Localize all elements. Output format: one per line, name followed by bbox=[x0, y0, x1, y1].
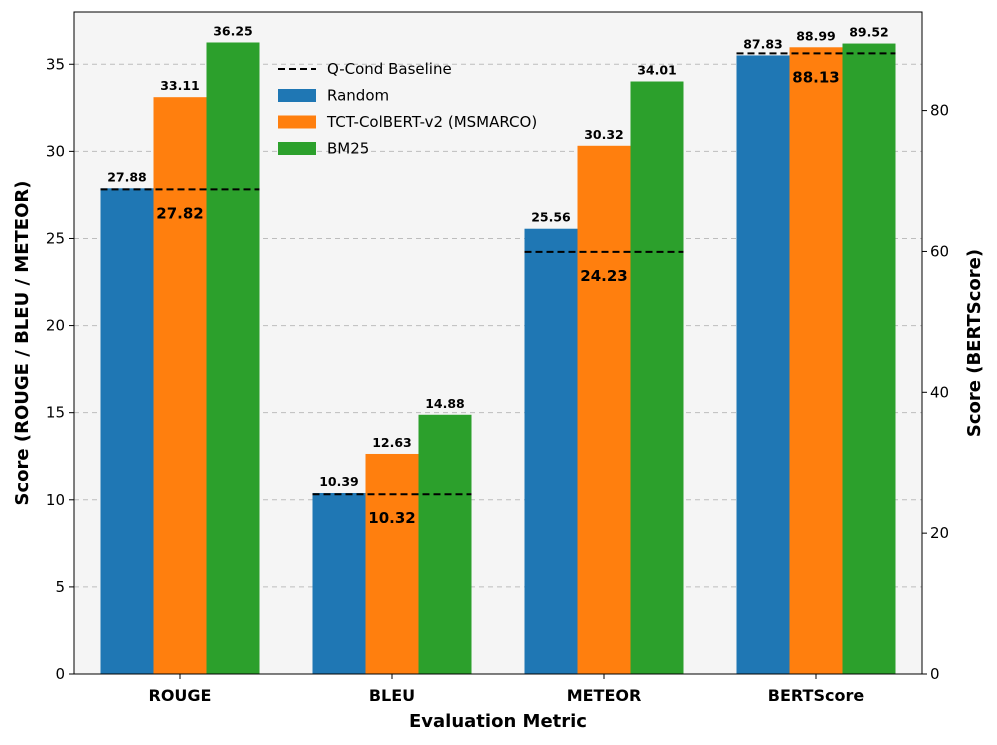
bar bbox=[524, 228, 578, 674]
right-y-axis-title: Score (BERTScore) bbox=[964, 249, 985, 437]
bars bbox=[100, 42, 896, 675]
bar-value-label: 27.88 bbox=[107, 169, 147, 184]
right-y-tick-label: 20 bbox=[930, 524, 949, 542]
bar-value-label: 36.25 bbox=[213, 23, 253, 38]
legend-swatch bbox=[278, 115, 316, 129]
plot-frame bbox=[73, 11, 923, 675]
bar-value-label: 34.01 bbox=[637, 63, 677, 78]
left-y-axis: 0 5 10 15 20 25 30 35 bbox=[46, 55, 74, 683]
baseline-lines bbox=[100, 52, 896, 496]
left-y-tick-label: 10 bbox=[46, 491, 65, 509]
bar bbox=[418, 414, 472, 674]
bar-value-label: 25.56 bbox=[531, 210, 571, 225]
x-category-label: BERTScore bbox=[768, 686, 865, 705]
legend-swatch bbox=[278, 142, 316, 155]
bar-value-labels: 27.88 33.11 36.25 10.39 12.63 14.88 25.56 30.32… bbox=[107, 23, 889, 489]
left-y-tick-label: 5 bbox=[55, 578, 65, 596]
right-y-tick-label: 60 bbox=[930, 242, 949, 260]
bar-value-label: 89.52 bbox=[849, 25, 889, 40]
baseline-value-label: 88.13 bbox=[792, 68, 839, 86]
bar-value-label: 14.88 bbox=[425, 396, 465, 411]
legend: Q-Cond Baseline Random TCT-ColBERT-v2 (MSM… bbox=[278, 60, 537, 158]
x-axis-title: Evaluation Metric bbox=[409, 711, 587, 732]
x-category-label: ROUGE bbox=[149, 686, 212, 705]
bar bbox=[630, 81, 684, 674]
bar bbox=[100, 188, 154, 674]
bar-value-label: 12.63 bbox=[372, 435, 412, 450]
right-y-tick-label: 0 bbox=[930, 665, 940, 683]
bar bbox=[789, 47, 843, 674]
x-category-label: METEOR bbox=[567, 686, 642, 705]
bar bbox=[736, 55, 790, 674]
baseline-value-label: 27.82 bbox=[156, 204, 203, 222]
right-y-axis: 0 20 40 60 80 bbox=[922, 102, 949, 683]
bar bbox=[577, 145, 631, 674]
bar bbox=[312, 492, 366, 674]
x-category-label: BLEU bbox=[369, 686, 415, 705]
bar-value-label: 10.39 bbox=[319, 474, 359, 489]
left-y-tick-label: 30 bbox=[46, 142, 65, 160]
bar-value-label: 30.32 bbox=[584, 127, 624, 142]
legend-label: TCT-ColBERT-v2 (MSMARCO) bbox=[326, 113, 537, 131]
bar bbox=[206, 42, 260, 675]
bar-value-label: 33.11 bbox=[160, 78, 200, 93]
bar bbox=[842, 43, 896, 674]
x-axis: ROUGE BLEU METEOR BERTScore bbox=[149, 674, 865, 705]
legend-baseline-label: Q-Cond Baseline bbox=[327, 60, 452, 78]
left-y-axis-title: Score (ROUGE / BLEU / METEOR) bbox=[12, 181, 33, 506]
left-y-tick-label: 15 bbox=[46, 404, 65, 422]
left-y-tick-label: 35 bbox=[46, 55, 65, 73]
baseline-value-label: 24.23 bbox=[580, 267, 627, 285]
bar bbox=[153, 97, 207, 674]
bar bbox=[365, 453, 419, 674]
legend-swatch bbox=[278, 89, 316, 102]
legend-label: BM25 bbox=[327, 140, 369, 158]
baseline-value-labels: 27.82 10.32 24.23 88.13 bbox=[156, 68, 839, 527]
right-y-tick-label: 40 bbox=[930, 383, 949, 401]
legend-label: Random bbox=[327, 87, 389, 105]
baseline-value-label: 10.32 bbox=[368, 509, 415, 527]
left-y-tick-label: 20 bbox=[46, 317, 65, 335]
left-y-tick-label: 0 bbox=[55, 665, 65, 683]
right-y-tick-label: 80 bbox=[930, 102, 949, 120]
bar-value-label: 88.99 bbox=[796, 28, 836, 43]
left-y-tick-label: 25 bbox=[46, 229, 65, 247]
bar-value-label: 87.83 bbox=[743, 36, 783, 51]
